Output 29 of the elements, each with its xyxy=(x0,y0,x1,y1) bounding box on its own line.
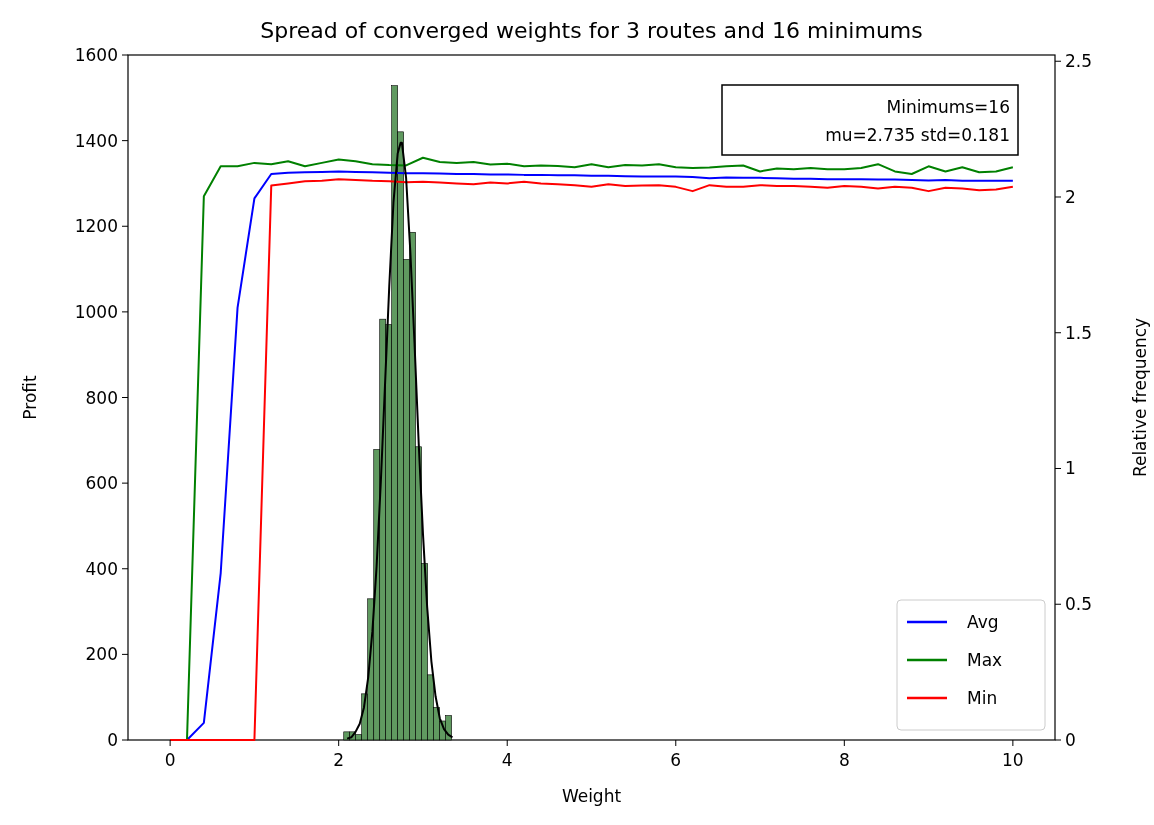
x-axis-title: Weight xyxy=(561,786,622,806)
x-tick-label: 0 xyxy=(164,750,176,770)
y2-tick-label: 1.5 xyxy=(1065,322,1093,343)
y2-tick-label: 2 xyxy=(1065,187,1076,207)
legend-label: Max xyxy=(967,650,1003,670)
y-tick-label: 1400 xyxy=(74,130,118,151)
y-tick-label: 1000 xyxy=(74,301,118,322)
y2-axis-title: Relative frequency xyxy=(1130,317,1150,478)
y-tick-label: 800 xyxy=(85,387,118,408)
y-tick-label: 200 xyxy=(85,644,118,665)
y2-tick-label: 0.5 xyxy=(1065,594,1093,615)
y-axis-title: Profit xyxy=(20,374,40,420)
legend-label: Min xyxy=(967,688,998,708)
chart-title: Spread of converged weights for 3 routes and 16 minimums xyxy=(260,18,923,43)
y-tick-label: 1600 xyxy=(74,45,118,65)
y-tick-label: 600 xyxy=(85,473,118,494)
x-tick-label: 10 xyxy=(1002,750,1024,770)
y2-tick-label: 2.5 xyxy=(1065,51,1093,72)
legend-label: Avg xyxy=(967,612,999,632)
y2-tick-label: 0 xyxy=(1065,730,1076,750)
x-tick-label: 2 xyxy=(333,750,345,770)
annotation: Minimums=16 mu=2.735 std=0.181 xyxy=(825,97,1010,145)
y2-tick-label: 1 xyxy=(1065,458,1076,479)
y-tick-label: 0 xyxy=(107,730,118,750)
x-tick-label: 8 xyxy=(838,750,850,770)
y-tick-label: 400 xyxy=(85,558,118,579)
x-tick-label: 6 xyxy=(670,750,682,770)
x-tick-label: 4 xyxy=(501,750,513,770)
y-tick-label: 1200 xyxy=(74,216,118,237)
